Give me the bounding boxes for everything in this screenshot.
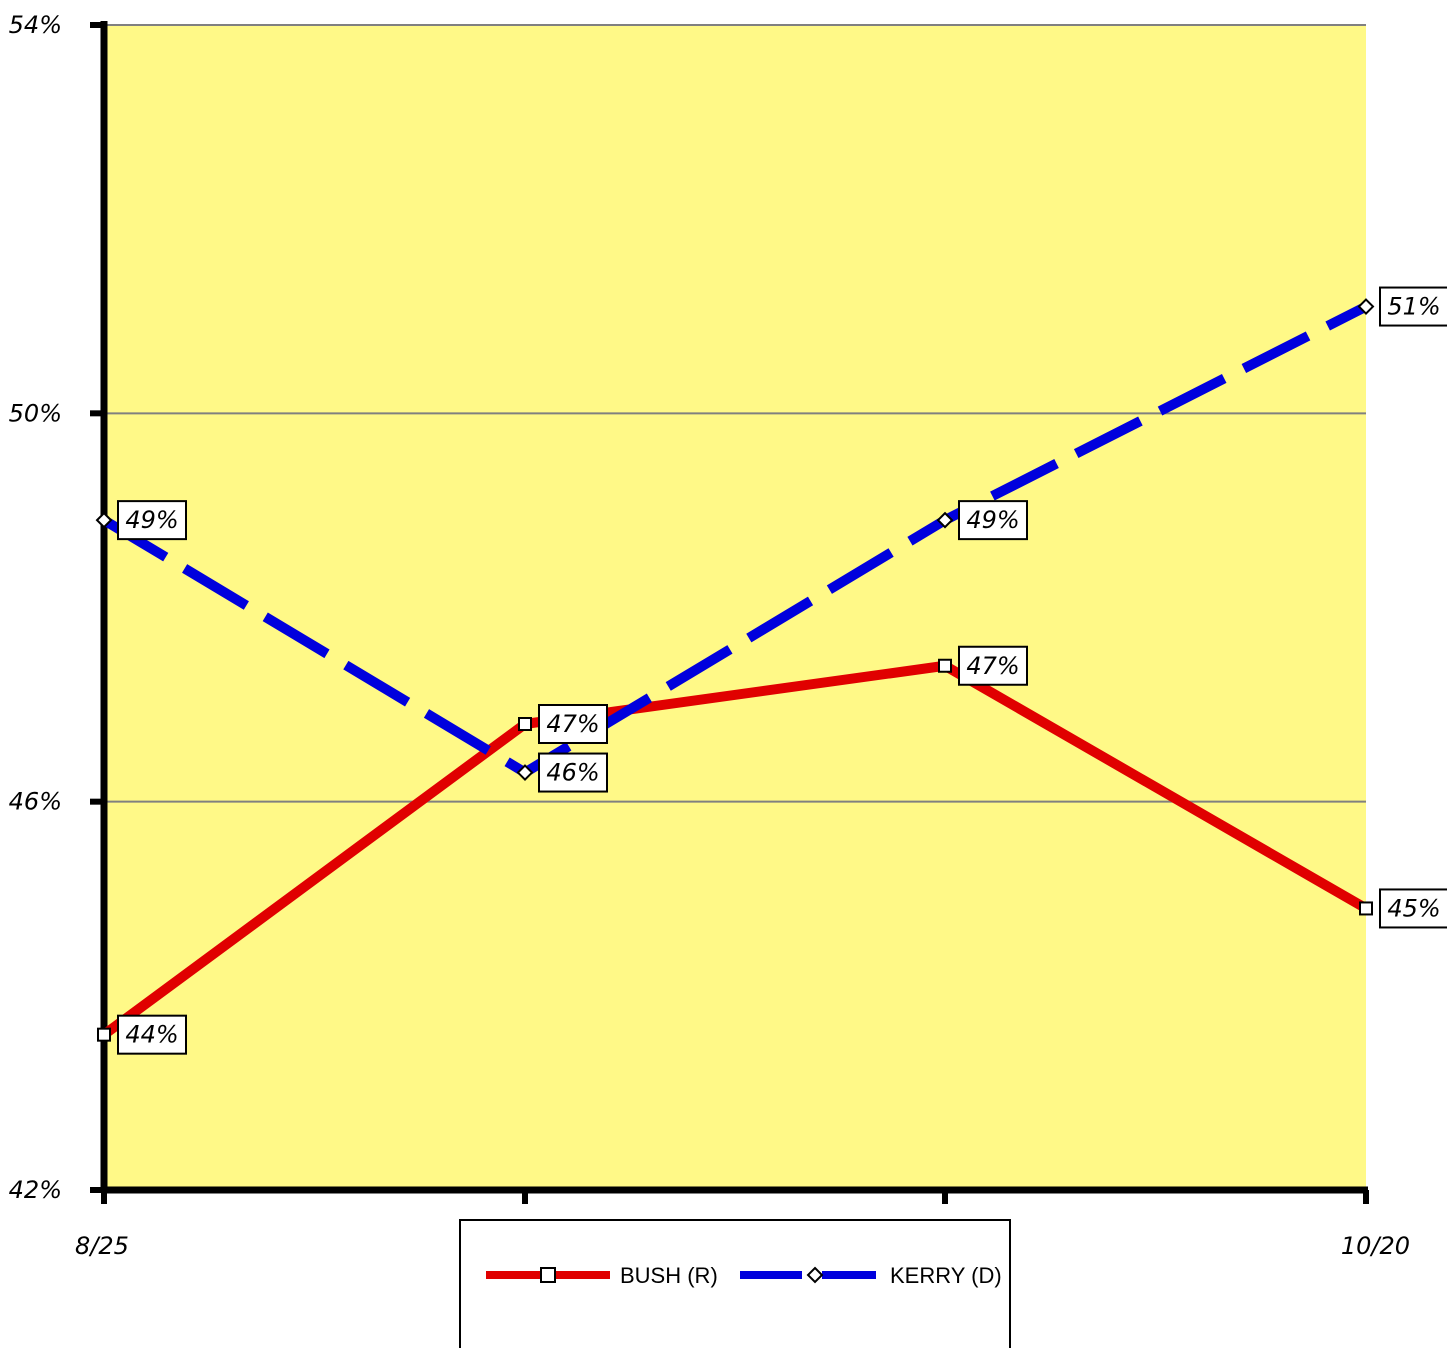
y-tick-label: 46%: [9, 788, 62, 816]
data-label-box: [1379, 286, 1447, 327]
series-line-bush: [101, 660, 1369, 1039]
data-label: 49%: [125, 506, 178, 534]
data-label: 47%: [966, 652, 1019, 680]
data-label-box: [117, 1014, 187, 1055]
legend: BUSH (R) KERRY (D): [459, 1219, 1011, 1348]
legend-marker-kerry: [806, 1266, 824, 1284]
data-label: 51%: [1387, 293, 1440, 321]
data-label: 46%: [546, 759, 599, 787]
data-point-marker: [518, 717, 532, 731]
data-point-marker: [938, 658, 952, 673]
y-tick-label: 42%: [9, 1176, 62, 1204]
data-point-marker: [95, 511, 113, 529]
plot-area: [104, 25, 1366, 1190]
data-label-box: [958, 500, 1028, 541]
data-point-marker: [1357, 298, 1375, 315]
legend-marker-bush: [540, 1267, 556, 1283]
data-label: 49%: [966, 506, 1019, 534]
data-label: 45%: [1387, 894, 1440, 922]
data-point-marker: [97, 1027, 111, 1042]
y-tick-label: 54%: [9, 11, 62, 39]
x-tick-label: 8/25: [75, 1232, 129, 1260]
series: [95, 298, 1375, 1042]
data-labels: 44% 47% 47% 45% 49% 46% 49% 51%: [117, 286, 1447, 1055]
data-label-box: [538, 704, 608, 744]
data-point-marker: [516, 764, 534, 781]
legend-box: [459, 1219, 1011, 1348]
x-tick-label: 10/20: [1341, 1232, 1410, 1260]
data-point-marker: [936, 511, 954, 529]
gridlines: [104, 24, 1366, 803]
legend-label-bush: BUSH (R): [620, 1263, 718, 1288]
legend-label-kerry: KERRY (D): [890, 1263, 1002, 1288]
series-line-kerry: [101, 302, 1369, 778]
data-label-box: [117, 500, 187, 541]
data-label: 44%: [125, 1021, 178, 1049]
data-label: 47%: [546, 710, 599, 738]
y-tick-label: 50%: [9, 399, 62, 427]
data-label-box: [958, 645, 1028, 686]
data-point-marker: [1359, 901, 1373, 916]
data-label-box: [538, 752, 608, 793]
data-label-box: [1379, 888, 1447, 929]
